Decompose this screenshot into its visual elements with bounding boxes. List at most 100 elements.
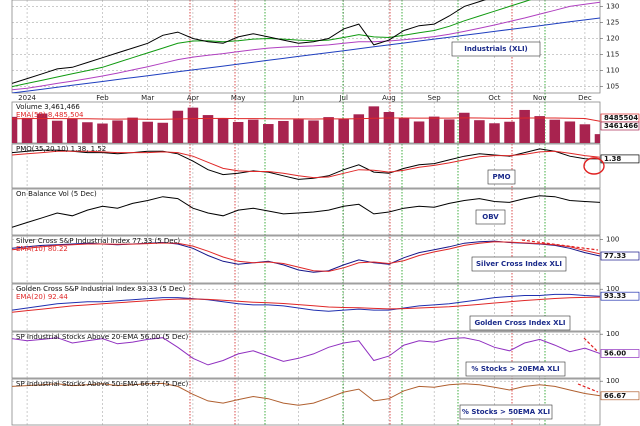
highlight-circle <box>583 157 605 175</box>
panel-frame <box>11 188 601 236</box>
panel-marks <box>12 382 600 406</box>
panel-marks <box>12 240 600 273</box>
volume-bar <box>12 116 18 143</box>
x-tick-label: 2024 <box>18 94 36 102</box>
annotation: Golden Cross Index XLI <box>474 319 565 327</box>
value-label-box <box>600 251 640 261</box>
volume-bar <box>217 118 229 143</box>
volume-bar <box>564 121 576 143</box>
value-label: 66.67 <box>604 392 626 400</box>
panel-marks <box>12 195 600 228</box>
panel-marks <box>12 293 600 313</box>
y-tick-label: 100 <box>606 236 619 244</box>
panel-marks <box>12 148 600 180</box>
x-tick-label: Jul <box>338 94 348 102</box>
value-label-box <box>600 121 640 131</box>
legend-entry: EMA(10) 80.22 <box>16 245 68 253</box>
volume-bar <box>51 120 63 143</box>
volume-bar <box>187 107 199 143</box>
annotation-box <box>465 361 566 377</box>
value-label-box <box>600 154 640 164</box>
trend-arrow <box>521 239 599 251</box>
panel-marks <box>12 0 600 93</box>
annotation-box <box>471 256 567 272</box>
volume-bar <box>338 118 349 143</box>
value-label: 77.33 <box>604 252 626 260</box>
volume-bar <box>308 120 319 143</box>
volume-bar <box>263 124 274 143</box>
panel-frame <box>11 235 601 284</box>
x-tick-label: Sep <box>428 94 442 102</box>
panel-frame <box>11 378 601 426</box>
y-tick-label: 100 <box>606 285 619 293</box>
panels: 2024 Feb Mar Apr May Jun Jul Aug Sep Oct Nov Dec 105… <box>11 0 640 426</box>
volume-bar <box>428 116 440 143</box>
annotation-box <box>475 209 506 225</box>
series-line <box>12 337 600 366</box>
volume-bar <box>534 116 545 143</box>
volume-bar <box>202 115 214 143</box>
value-label-box <box>600 349 640 358</box>
x-tick-label: Apr <box>187 94 199 102</box>
volume-bar <box>278 120 289 143</box>
series-line <box>12 0 532 88</box>
volume-bar <box>594 134 600 143</box>
y-tick-label: 110 <box>606 67 619 75</box>
legend-entry: Volume 3,461,466 <box>16 103 80 111</box>
volume-bar <box>127 117 138 143</box>
value-label-box <box>600 291 640 301</box>
volume-bar <box>549 119 561 143</box>
x-tick-label: Nov <box>533 94 547 102</box>
panel-title: SP Industrial Stocks Above 50-EMA 66.67 … <box>16 380 189 388</box>
panel-frame <box>11 331 601 379</box>
annotation-box <box>469 315 571 331</box>
annotation: OBV <box>482 213 499 221</box>
legend-entry: EMA(20) 92.44 <box>16 293 68 301</box>
x-tick-label: Mar <box>141 94 154 102</box>
volume-bar <box>368 106 380 143</box>
x-tick-label: Jun <box>292 94 304 102</box>
legend-entry: Silver Cross S&P Industrial Index 77.33 … <box>16 237 180 245</box>
value-label: 93.33 <box>604 292 626 300</box>
panel-frame <box>11 143 601 189</box>
y-tick-label: 125 <box>606 18 619 26</box>
volume-bar <box>112 120 123 143</box>
volume-bar <box>157 122 169 143</box>
volume-bar <box>383 111 395 143</box>
volume-bar <box>489 123 500 143</box>
x-tick-label: Dec <box>578 94 592 102</box>
y-tick-label: 100 <box>606 377 619 385</box>
trend-arrow <box>577 383 599 393</box>
series-line <box>12 195 600 228</box>
annotation: % Stocks > 20EMA XLI <box>471 365 559 373</box>
volume-bar <box>232 121 244 143</box>
y-tick-label: 120 <box>606 34 619 42</box>
panel-title: On Balance Vol (5 Dec) <box>16 190 97 198</box>
value-label: 56.00 <box>604 349 626 357</box>
legend-entry: Golden Cross S&P Industrial Index 93.33 … <box>16 285 186 293</box>
volume-bar <box>519 109 530 143</box>
annotation: % Stocks > 50EMA XLI <box>462 408 550 416</box>
value-label: 1.38 <box>604 155 621 163</box>
series-line <box>12 293 600 312</box>
volume-bar <box>459 112 470 143</box>
series-line <box>12 382 600 406</box>
legend-entry: EMA(50) 8,485,504 <box>16 111 84 119</box>
panel-marks <box>12 337 600 366</box>
panel-title: SP Industrial Stocks Above 20-EMA 56.00 … <box>16 333 189 341</box>
series-line <box>12 241 600 272</box>
series-line <box>12 17 600 93</box>
volume-bar <box>247 119 259 143</box>
volume-bar <box>97 123 108 143</box>
volume-bar <box>579 124 591 143</box>
trend-arrow <box>583 337 599 353</box>
volume-bar <box>142 121 153 143</box>
volume-bar <box>21 117 33 143</box>
annotation: Industrials (XLI) <box>464 45 528 53</box>
volume-bar <box>293 119 304 143</box>
y-tick-label: 115 <box>606 51 619 59</box>
x-tick-label: Oct <box>488 94 500 102</box>
series-line <box>12 0 487 84</box>
